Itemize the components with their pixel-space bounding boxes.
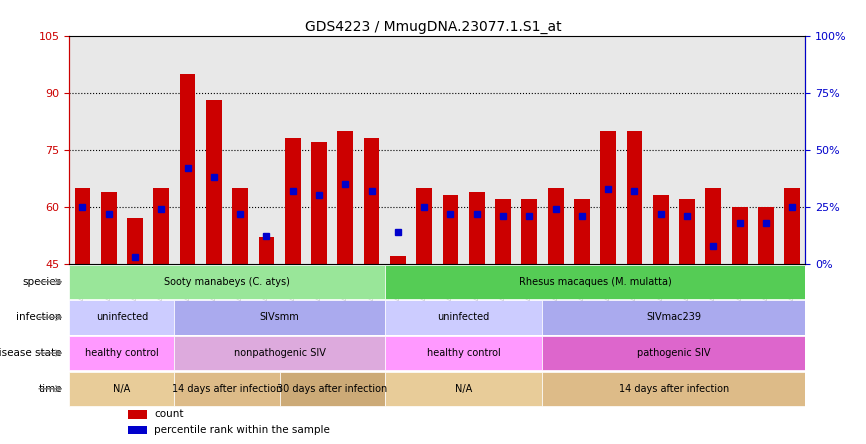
Text: 30 days after infection: 30 days after infection <box>277 384 387 394</box>
Text: pathogenic SIV: pathogenic SIV <box>637 348 711 358</box>
Bar <box>547 188 564 264</box>
Bar <box>364 138 379 264</box>
Text: SIVmac239: SIVmac239 <box>646 313 701 322</box>
Bar <box>521 199 537 264</box>
Bar <box>785 188 800 264</box>
Text: N/A: N/A <box>113 384 131 394</box>
Bar <box>574 199 590 264</box>
Text: Rhesus macaques (M. mulatta): Rhesus macaques (M. mulatta) <box>519 277 671 287</box>
FancyBboxPatch shape <box>542 372 805 406</box>
Bar <box>127 218 143 264</box>
Bar <box>285 138 301 264</box>
FancyBboxPatch shape <box>174 336 385 370</box>
FancyBboxPatch shape <box>385 372 542 406</box>
Bar <box>653 195 669 264</box>
Text: uninfected: uninfected <box>96 313 148 322</box>
Bar <box>390 256 406 264</box>
Bar <box>128 426 146 434</box>
Text: healthy control: healthy control <box>85 348 158 358</box>
Text: 14 days after infection: 14 days after infection <box>619 384 729 394</box>
Text: SIVsmm: SIVsmm <box>260 313 300 322</box>
Bar <box>758 207 774 264</box>
Bar <box>706 188 721 264</box>
Text: disease state: disease state <box>0 348 62 358</box>
FancyBboxPatch shape <box>385 265 805 299</box>
Text: GDS4223 / MmugDNA.23077.1.S1_at: GDS4223 / MmugDNA.23077.1.S1_at <box>305 20 561 34</box>
FancyBboxPatch shape <box>542 336 805 370</box>
FancyBboxPatch shape <box>69 300 174 334</box>
Text: percentile rank within the sample: percentile rank within the sample <box>154 425 330 435</box>
Bar <box>469 191 485 264</box>
FancyBboxPatch shape <box>69 336 174 370</box>
Bar <box>417 188 432 264</box>
FancyBboxPatch shape <box>174 300 385 334</box>
Text: 14 days after infection: 14 days after infection <box>171 384 282 394</box>
Bar <box>627 131 643 264</box>
FancyBboxPatch shape <box>385 300 542 334</box>
Text: species: species <box>23 277 62 287</box>
FancyBboxPatch shape <box>174 372 280 406</box>
Text: nonpathogenic SIV: nonpathogenic SIV <box>234 348 326 358</box>
Bar <box>679 199 695 264</box>
Bar <box>206 100 222 264</box>
Bar <box>100 191 117 264</box>
Text: N/A: N/A <box>455 384 472 394</box>
Bar <box>600 131 616 264</box>
Text: count: count <box>154 409 184 419</box>
Bar <box>311 142 326 264</box>
Bar <box>732 207 747 264</box>
Text: time: time <box>38 384 62 394</box>
FancyBboxPatch shape <box>542 300 805 334</box>
Text: uninfected: uninfected <box>437 313 490 322</box>
Bar <box>128 410 146 419</box>
Text: Sooty manabeys (C. atys): Sooty manabeys (C. atys) <box>164 277 290 287</box>
FancyBboxPatch shape <box>69 265 385 299</box>
FancyBboxPatch shape <box>69 372 174 406</box>
Text: infection: infection <box>16 313 62 322</box>
Bar <box>338 131 353 264</box>
Bar <box>495 199 511 264</box>
FancyBboxPatch shape <box>385 336 542 370</box>
Bar <box>180 74 196 264</box>
Bar <box>443 195 458 264</box>
Bar <box>74 188 90 264</box>
Bar <box>232 188 248 264</box>
Bar <box>259 237 275 264</box>
FancyBboxPatch shape <box>280 372 385 406</box>
Bar <box>153 188 169 264</box>
Text: healthy control: healthy control <box>427 348 501 358</box>
